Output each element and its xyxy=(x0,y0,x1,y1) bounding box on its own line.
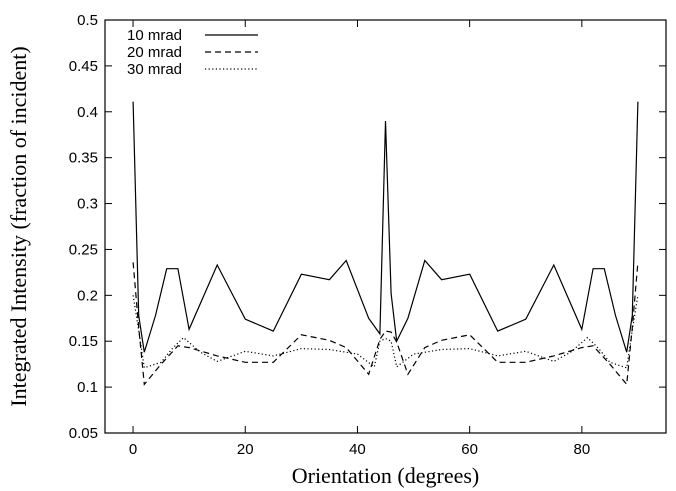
y-tick-label: 0.4 xyxy=(77,104,98,121)
y-tick-label: 0.15 xyxy=(69,333,98,350)
y-tick-label: 0.5 xyxy=(77,12,98,29)
x-axis-title: Orientation (degrees) xyxy=(292,463,480,488)
legend-label-20-mrad: 20 mrad xyxy=(127,44,182,61)
series-line-30-mrad xyxy=(132,295,639,369)
y-tick-label: 0.2 xyxy=(77,287,98,304)
series-line-20-mrad xyxy=(132,262,639,386)
y-tick-label: 0.45 xyxy=(69,58,98,75)
y-tick-label: 0.1 xyxy=(77,379,98,396)
x-tick-label: 60 xyxy=(461,441,478,458)
series-line-10-mrad xyxy=(132,101,639,353)
x-tick-label: 40 xyxy=(349,441,366,458)
y-tick-label: 0.05 xyxy=(69,425,98,442)
axis-ticks xyxy=(105,19,666,434)
plot-frame xyxy=(104,19,667,434)
x-tick-label: 0 xyxy=(129,441,137,458)
axis-tick-labels: 0.05 0.1 0.15 0.2 0.25 0.3 0.35 0.4 0.45 0.5 0 20 40… xyxy=(69,12,590,458)
y-tick-label: 0.25 xyxy=(69,241,98,258)
y-tick-label: 0.35 xyxy=(69,150,98,167)
series-lines xyxy=(132,101,639,386)
legend-label-10-mrad: 10 mrad xyxy=(127,27,182,44)
y-axis-title: Integrated Intensity (fraction of incide… xyxy=(6,46,31,406)
x-tick-label: 80 xyxy=(574,441,591,458)
y-tick-label: 0.3 xyxy=(77,196,98,213)
legend-label-30-mrad: 30 mrad xyxy=(127,61,182,78)
x-tick-label: 20 xyxy=(237,441,254,458)
